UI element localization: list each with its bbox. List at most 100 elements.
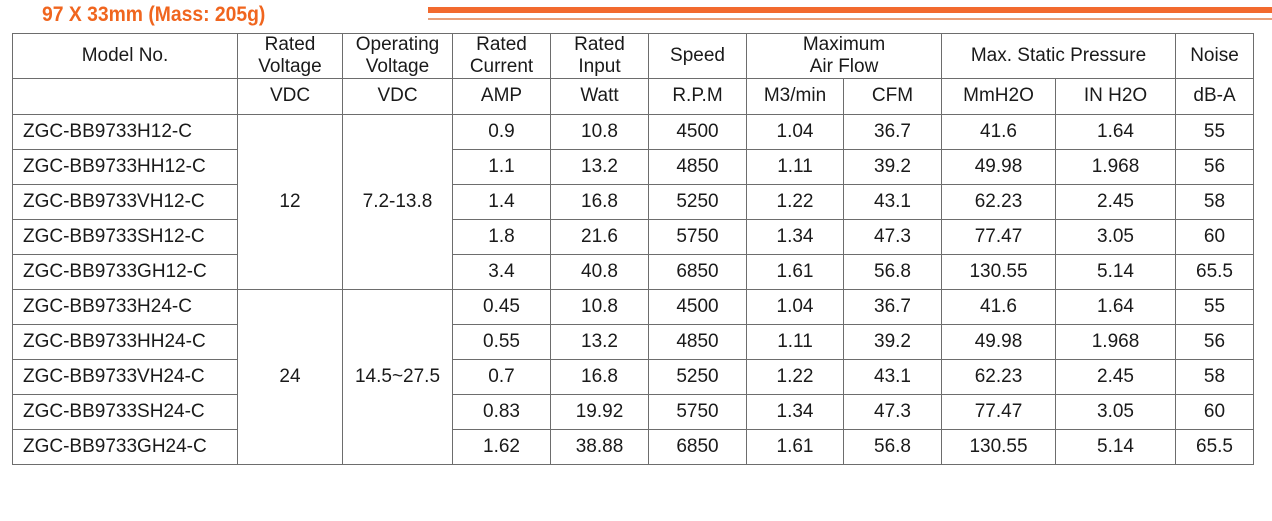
noise-cell: 65.5 bbox=[1175, 253, 1254, 290]
noise-cell: 56 bbox=[1175, 323, 1254, 360]
m3min-cell: 1.34 bbox=[746, 218, 844, 255]
decorative-bar-thick bbox=[428, 7, 1272, 13]
model-cell: ZGC-BB9733VH12-C bbox=[12, 183, 238, 220]
m3min-cell: 1.22 bbox=[746, 358, 844, 395]
unit-cell: VDC bbox=[342, 77, 453, 115]
mmh2o-cell: 77.47 bbox=[941, 218, 1056, 255]
input-cell: 19.92 bbox=[550, 393, 649, 430]
m3min-cell: 1.11 bbox=[746, 323, 844, 360]
current-cell: 0.83 bbox=[452, 393, 551, 430]
inh2o-cell: 2.45 bbox=[1055, 183, 1176, 220]
unit-cell: VDC bbox=[237, 77, 343, 115]
cfm-cell: 47.3 bbox=[843, 218, 942, 255]
current-cell: 0.45 bbox=[452, 288, 551, 325]
header-operating-voltage: Operating Voltage bbox=[342, 33, 453, 79]
header-max-air-flow: Maximum Air Flow bbox=[746, 33, 942, 79]
rpm-cell: 4500 bbox=[648, 288, 747, 325]
noise-cell: 56 bbox=[1175, 148, 1254, 185]
cfm-cell: 36.7 bbox=[843, 113, 942, 150]
table-row: ZGC-BB9733H24-C 24 14.5~27.5 0.45 10.8 4500 1.… bbox=[12, 288, 1254, 465]
header-noise: Noise bbox=[1175, 33, 1254, 79]
inh2o-cell: 1.64 bbox=[1055, 113, 1176, 150]
rpm-cell: 5750 bbox=[648, 393, 747, 430]
table-row: ZGC-BB9733VH12-C 1.4 16.8 5250 1.22 43.1 62.23… bbox=[12, 183, 1254, 220]
mmh2o-cell: 49.98 bbox=[941, 148, 1056, 185]
unit-cell: Watt bbox=[550, 77, 649, 115]
specs-table: Model No. Rated Voltage Operating Voltag… bbox=[12, 33, 1254, 465]
unit-cell: MmH2O bbox=[941, 77, 1056, 115]
input-cell: 10.8 bbox=[550, 288, 649, 325]
rpm-cell: 4500 bbox=[648, 113, 747, 150]
mmh2o-cell: 62.23 bbox=[941, 183, 1056, 220]
noise-cell: 60 bbox=[1175, 393, 1254, 430]
page-title: 97 X 33mm (Mass: 205g) bbox=[42, 3, 266, 26]
model-cell: ZGC-BB9733HH12-C bbox=[12, 148, 238, 185]
current-cell: 0.9 bbox=[452, 113, 551, 150]
header-line: Rated bbox=[264, 34, 316, 55]
model-cell: ZGC-BB9733H12-C bbox=[12, 113, 238, 150]
inh2o-cell: 3.05 bbox=[1055, 393, 1176, 430]
cfm-cell: 43.1 bbox=[843, 358, 942, 395]
header-rated-voltage: Rated Voltage bbox=[237, 33, 343, 79]
noise-cell: 55 bbox=[1175, 113, 1254, 150]
noise-cell: 58 bbox=[1175, 358, 1254, 395]
header-line: Input bbox=[578, 55, 621, 77]
header-line: Rated bbox=[476, 34, 527, 55]
header-rated-input: Rated Input bbox=[550, 33, 649, 79]
table-row: ZGC-BB9733H12-C 12 7.2-13.8 0.9 10.8 4500 1.04… bbox=[12, 113, 1254, 290]
model-cell: ZGC-BB9733SH12-C bbox=[12, 218, 238, 255]
cfm-cell: 56.8 bbox=[843, 428, 942, 465]
header-line: Rated bbox=[574, 34, 625, 55]
rpm-cell: 4850 bbox=[648, 323, 747, 360]
cfm-cell: 39.2 bbox=[843, 323, 942, 360]
header-rated-current: Rated Current bbox=[452, 33, 551, 79]
noise-cell: 60 bbox=[1175, 218, 1254, 255]
input-cell: 10.8 bbox=[550, 113, 649, 150]
inh2o-cell: 5.14 bbox=[1055, 253, 1176, 290]
current-cell: 1.1 bbox=[452, 148, 551, 185]
unit-cell: dB-A bbox=[1175, 77, 1254, 115]
unit-cell: M3/min bbox=[746, 77, 844, 115]
header-line: Operating bbox=[355, 34, 440, 55]
header-max-static-pressure: Max. Static Pressure bbox=[941, 33, 1176, 79]
header-line: Air Flow bbox=[809, 55, 879, 77]
mmh2o-cell: 130.55 bbox=[941, 428, 1056, 465]
rpm-cell: 6850 bbox=[648, 428, 747, 465]
header-model: Model No. bbox=[12, 33, 238, 79]
current-cell: 1.62 bbox=[452, 428, 551, 465]
table-row: ZGC-BB9733HH24-C 0.55 13.2 4850 1.11 39.2 49.9… bbox=[12, 323, 1254, 360]
cfm-cell: 43.1 bbox=[843, 183, 942, 220]
m3min-cell: 1.22 bbox=[746, 183, 844, 220]
units-blank bbox=[12, 77, 238, 115]
cfm-cell: 39.2 bbox=[843, 148, 942, 185]
units-row: VDC VDC AMP Watt R.P.M M3/min CFM MmH2O … bbox=[12, 77, 1254, 115]
mmh2o-cell: 49.98 bbox=[941, 323, 1056, 360]
inh2o-cell: 1.64 bbox=[1055, 288, 1176, 325]
unit-cell: IN H2O bbox=[1055, 77, 1176, 115]
model-cell: ZGC-BB9733SH24-C bbox=[12, 393, 238, 430]
mmh2o-cell: 77.47 bbox=[941, 393, 1056, 430]
table-row: ZGC-BB9733SH24-C 0.83 19.92 5750 1.34 47.3 77.… bbox=[12, 393, 1254, 430]
header-speed: Speed bbox=[648, 33, 747, 79]
m3min-cell: 1.61 bbox=[746, 428, 844, 465]
cfm-cell: 56.8 bbox=[843, 253, 942, 290]
cfm-cell: 47.3 bbox=[843, 393, 942, 430]
rpm-cell: 5750 bbox=[648, 218, 747, 255]
input-cell: 13.2 bbox=[550, 148, 649, 185]
mmh2o-cell: 130.55 bbox=[941, 253, 1056, 290]
unit-cell: AMP bbox=[452, 77, 551, 115]
input-cell: 13.2 bbox=[550, 323, 649, 360]
input-cell: 38.88 bbox=[550, 428, 649, 465]
unit-cell: R.P.M bbox=[648, 77, 747, 115]
rpm-cell: 4850 bbox=[648, 148, 747, 185]
rated-voltage-cell: 24 bbox=[237, 288, 343, 465]
current-cell: 1.8 bbox=[452, 218, 551, 255]
m3min-cell: 1.04 bbox=[746, 113, 844, 150]
m3min-cell: 1.11 bbox=[746, 148, 844, 185]
table-row: ZGC-BB9733GH24-C 1.62 38.88 6850 1.61 56.8 130… bbox=[12, 428, 1254, 465]
inh2o-cell: 1.968 bbox=[1055, 148, 1176, 185]
header-line: Voltage bbox=[365, 55, 430, 77]
rpm-cell: 5250 bbox=[648, 183, 747, 220]
m3min-cell: 1.34 bbox=[746, 393, 844, 430]
cfm-cell: 36.7 bbox=[843, 288, 942, 325]
